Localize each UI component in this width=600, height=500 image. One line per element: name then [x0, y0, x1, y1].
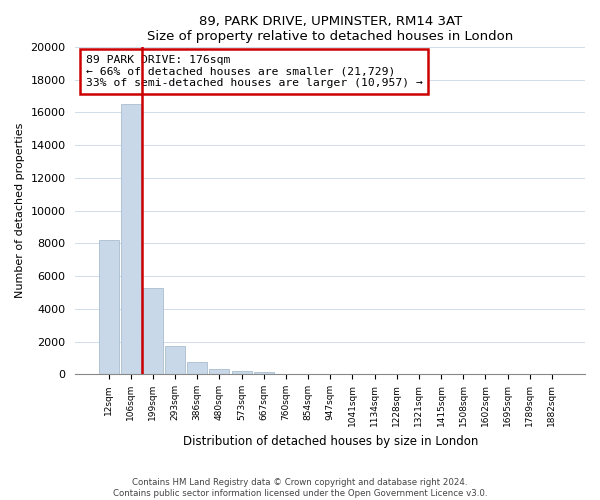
Y-axis label: Number of detached properties: Number of detached properties: [15, 123, 25, 298]
X-axis label: Distribution of detached houses by size in London: Distribution of detached houses by size …: [182, 434, 478, 448]
Bar: [121, 104, 140, 374]
Bar: [143, 288, 163, 374]
Bar: [254, 372, 274, 374]
Text: 89 PARK DRIVE: 176sqm
← 66% of detached houses are smaller (21,729)
33% of semi-: 89 PARK DRIVE: 176sqm ← 66% of detached …: [86, 55, 422, 88]
Title: 89, PARK DRIVE, UPMINSTER, RM14 3AT
Size of property relative to detached houses: 89, PARK DRIVE, UPMINSTER, RM14 3AT Size…: [147, 15, 514, 43]
Text: Contains HM Land Registry data © Crown copyright and database right 2024.
Contai: Contains HM Land Registry data © Crown c…: [113, 478, 487, 498]
Bar: [187, 362, 207, 374]
Bar: [232, 371, 251, 374]
Bar: [98, 240, 119, 374]
Bar: [209, 370, 229, 374]
Bar: [165, 346, 185, 374]
